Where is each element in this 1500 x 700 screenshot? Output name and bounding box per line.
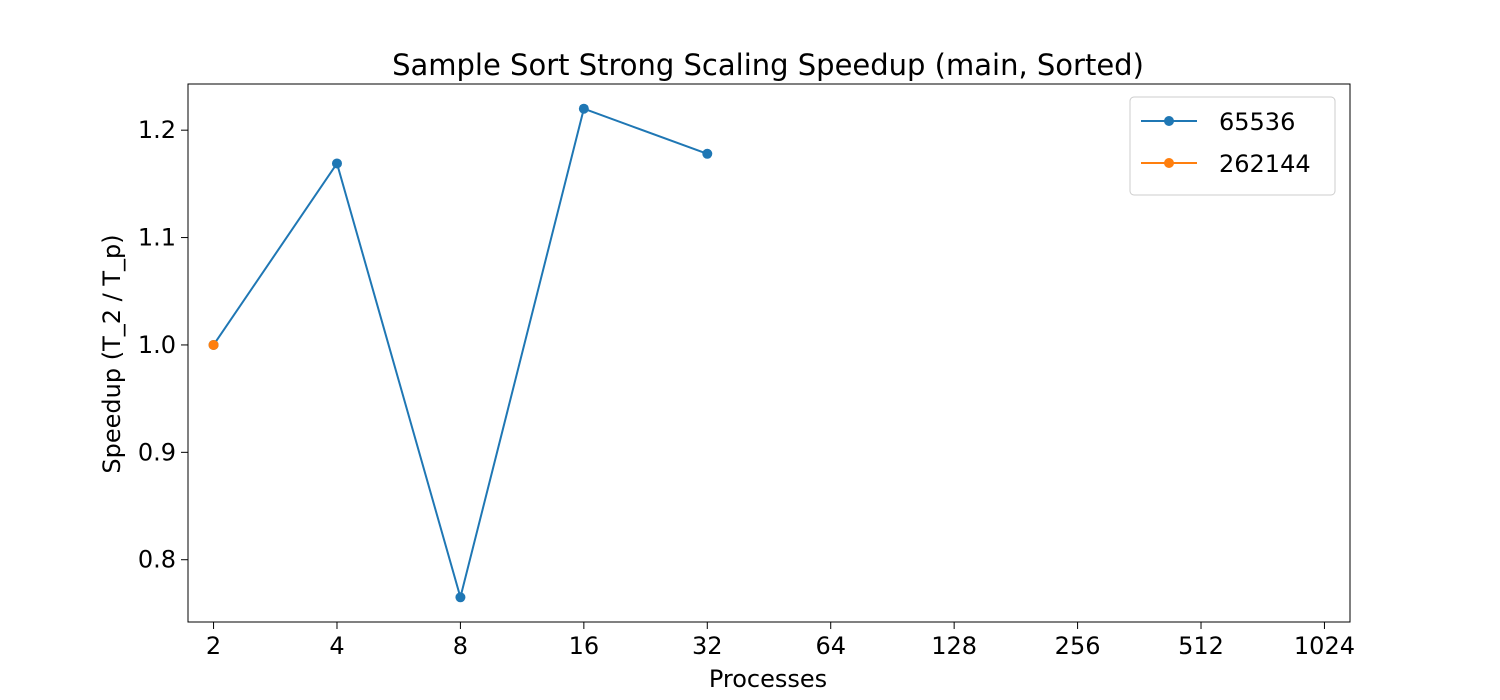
- y-axis-label: Speedup (T_2 / T_p): [98, 234, 126, 473]
- legend-marker-65536: [1164, 116, 1174, 126]
- x-tick-label: 128: [931, 632, 977, 660]
- x-tick-label: 32: [692, 632, 723, 660]
- data-point-65536: [455, 592, 466, 603]
- y-axis: 0.8 0.9 1.0 1.1 1.2: [138, 116, 188, 574]
- x-tick-label: 2: [206, 632, 221, 660]
- y-tick-label: 1.1: [138, 224, 176, 252]
- legend: 65536 262144: [1129, 96, 1336, 196]
- x-tick-label: 16: [569, 632, 600, 660]
- y-tick-label: 1.2: [138, 116, 176, 144]
- legend-marker-262144: [1164, 158, 1174, 168]
- plot-frame: [187, 83, 1351, 623]
- legend-label-65536: 65536: [1219, 108, 1295, 136]
- plot-area: [187, 83, 1351, 623]
- chart-title: Sample Sort Strong Scaling Speedup (main…: [392, 48, 1144, 82]
- data-point-65536: [702, 148, 713, 159]
- data-point-262144: [208, 339, 219, 350]
- x-tick-label: 1024: [1294, 632, 1355, 660]
- x-tick-label: 8: [453, 632, 468, 660]
- data-point-65536: [331, 158, 342, 169]
- data-point-65536: [578, 103, 589, 114]
- x-tick-label: 256: [1055, 632, 1101, 660]
- x-tick-label: 4: [329, 632, 344, 660]
- x-tick-label: 512: [1178, 632, 1224, 660]
- y-tick-label: 1.0: [138, 331, 176, 359]
- x-axis-label: Processes: [709, 665, 827, 693]
- x-tick-label: 64: [815, 632, 846, 660]
- y-tick-label: 0.8: [138, 546, 176, 574]
- legend-label-262144: 262144: [1219, 150, 1311, 178]
- x-axis: 2 4 8 16 32 64 128 256 512 1024: [206, 622, 1355, 660]
- series-layer: [208, 103, 713, 603]
- y-tick-label: 0.9: [138, 438, 176, 466]
